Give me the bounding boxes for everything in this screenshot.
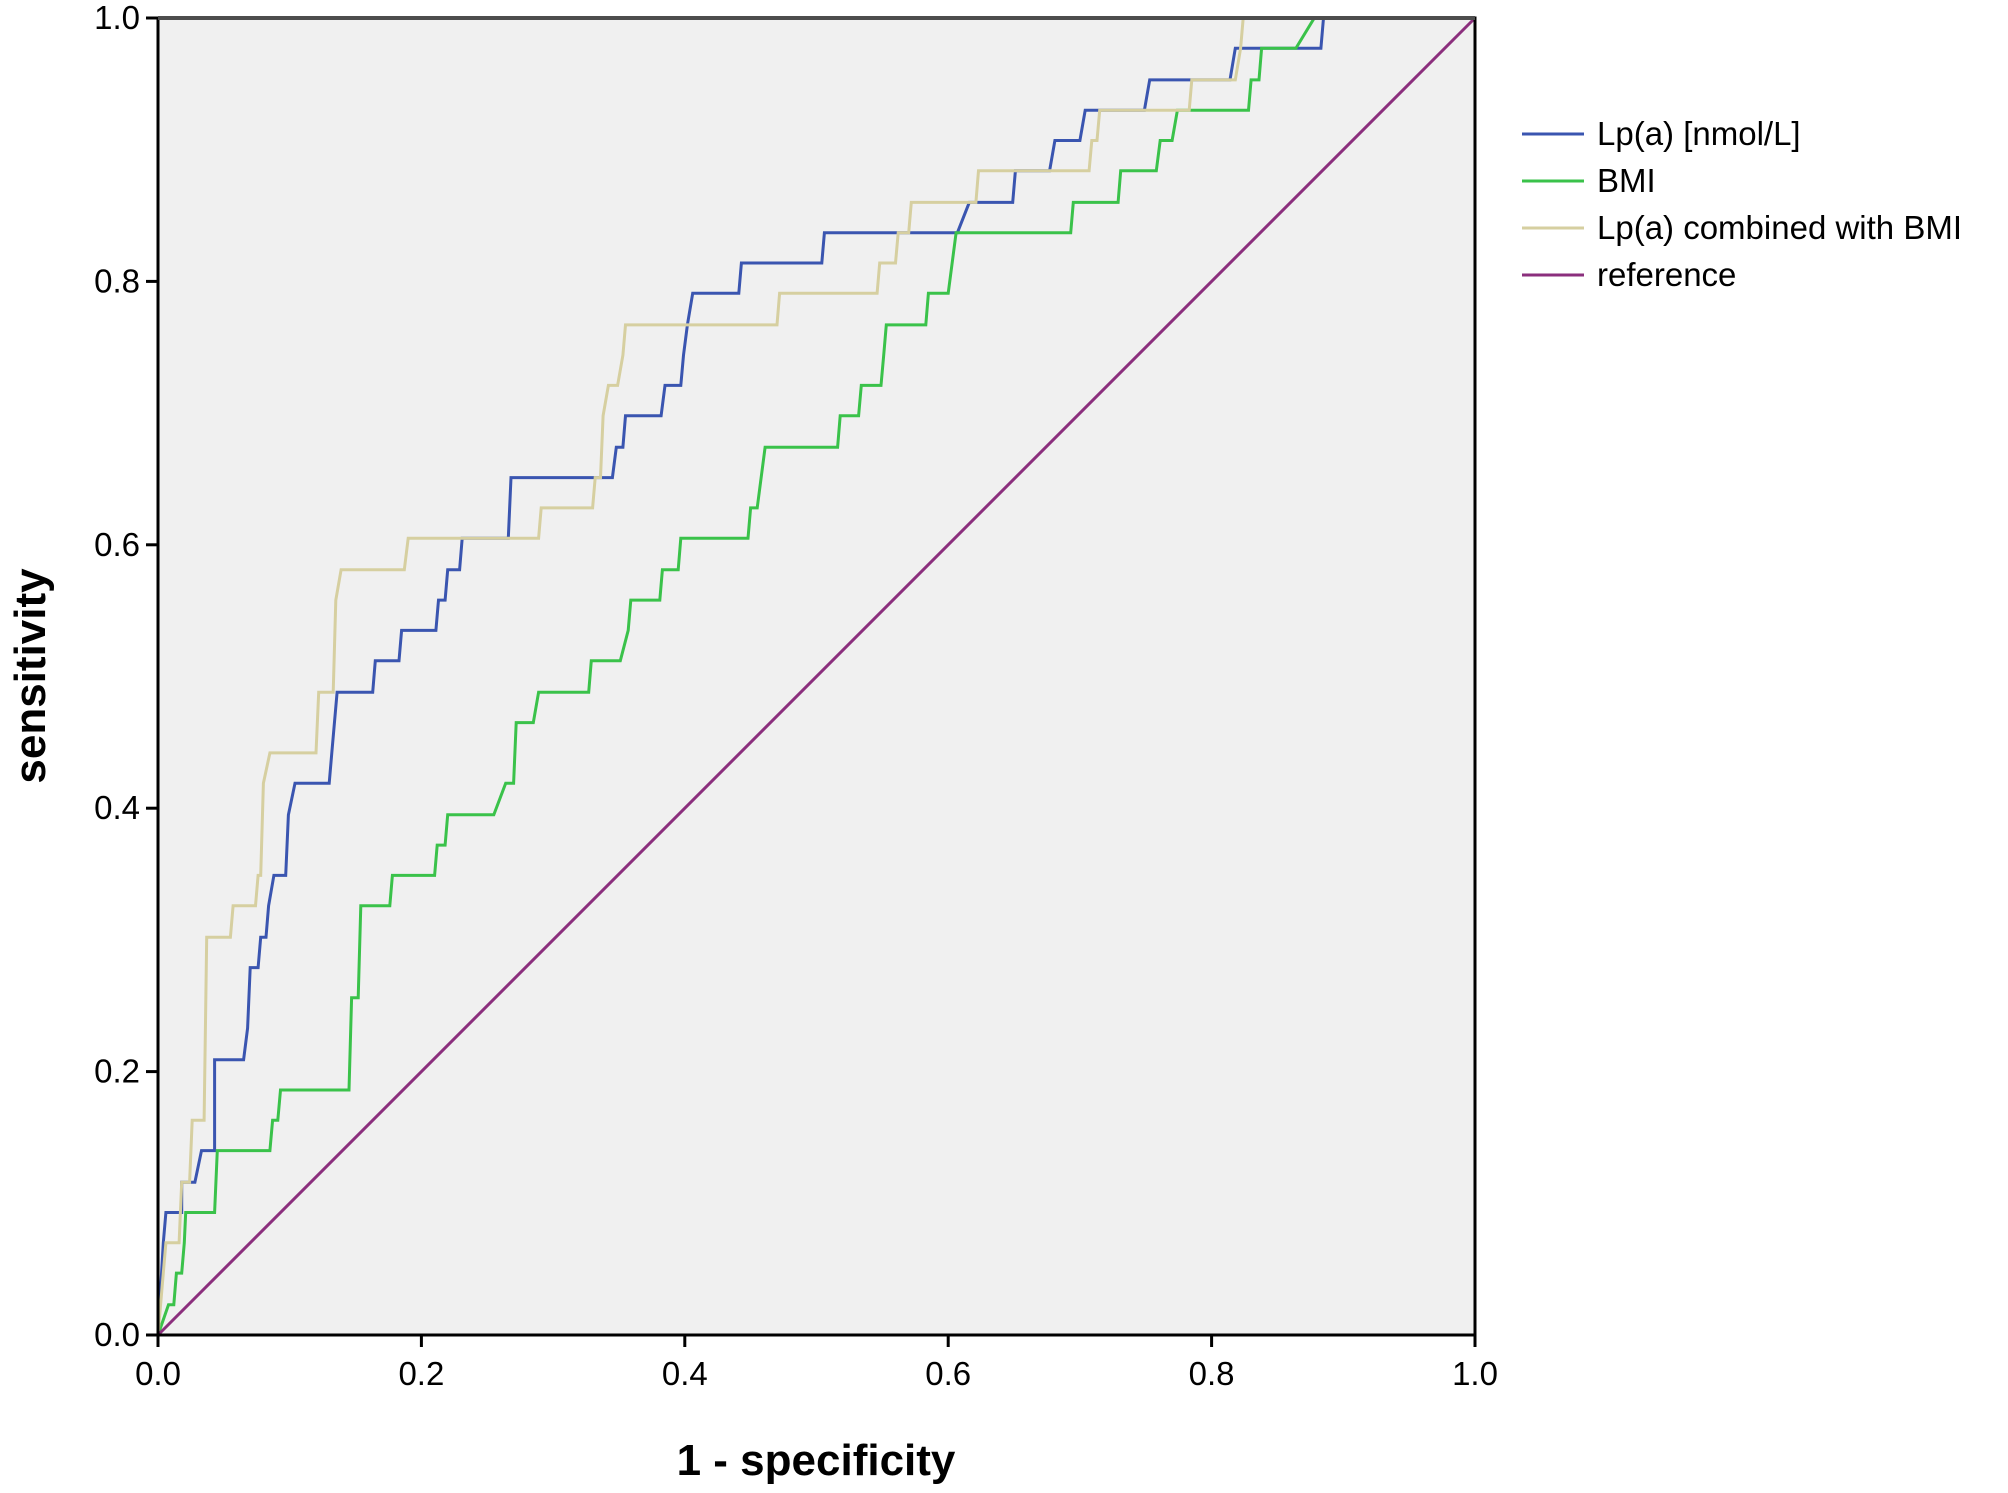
y-tick-label: 0.4	[94, 789, 140, 826]
y-tick-label: 0.0	[94, 1316, 140, 1353]
x-tick-label: 0.0	[135, 1355, 181, 1392]
series-line-1	[156, 16, 1475, 1336]
y-tick-label: 1.0	[94, 0, 140, 36]
series-line-3	[156, 16, 1477, 1337]
x-tick-label: 1.0	[1452, 1355, 1498, 1392]
x-tick-label: 0.6	[925, 1355, 971, 1392]
legend-label-3: reference	[1597, 256, 1736, 293]
series-line-2	[156, 16, 1475, 1336]
x-axis-ticks: 0.0 0.2 0.4 0.6 0.8 1.0	[135, 1335, 1498, 1392]
legend: Lp(a) [nmol/L] BMI Lp(a) combined with BMI…	[1522, 115, 1962, 293]
x-tick-label: 0.2	[398, 1355, 444, 1392]
y-axis-ticks: 0.0 0.2 0.4 0.6 0.8 1.0	[94, 0, 158, 1353]
x-tick-label: 0.8	[1189, 1355, 1235, 1392]
x-axis-title: 1 - specificity	[677, 1436, 956, 1485]
legend-label-0: Lp(a) [nmol/L]	[1597, 115, 1801, 152]
legend-label-2: Lp(a) combined with BMI	[1597, 209, 1962, 246]
y-axis-title: sensitivity	[6, 568, 55, 784]
y-tick-label: 0.6	[94, 526, 140, 563]
series-layer	[156, 16, 1477, 1337]
y-tick-label: 0.8	[94, 262, 140, 299]
legend-label-1: BMI	[1597, 162, 1656, 199]
y-tick-label: 0.2	[94, 1053, 140, 1090]
x-tick-label: 0.4	[662, 1355, 708, 1392]
